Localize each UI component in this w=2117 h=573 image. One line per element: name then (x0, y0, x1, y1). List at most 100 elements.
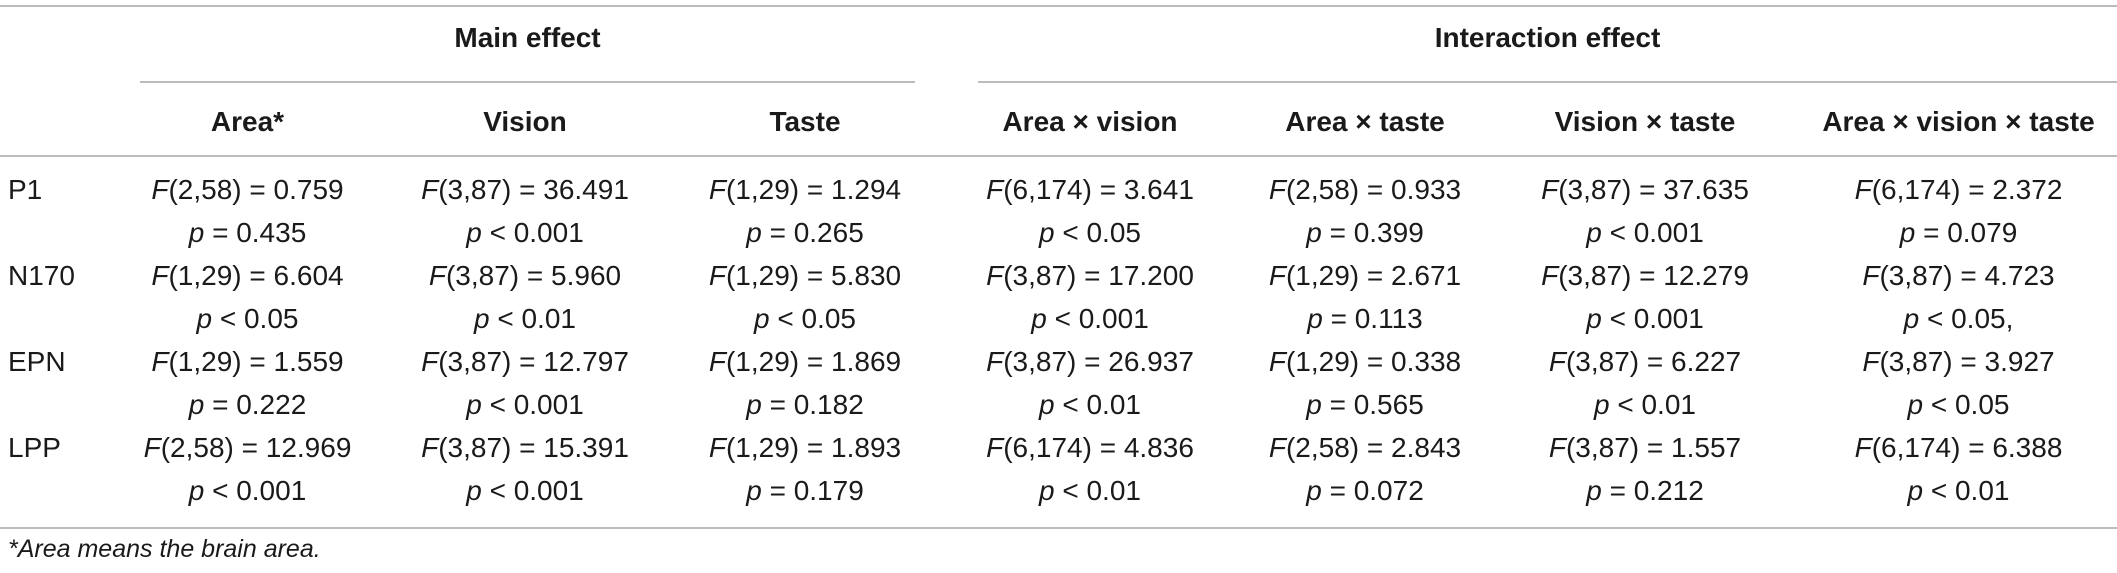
interaction-effect-underline (978, 81, 2117, 83)
p-value: p < 0.001 (405, 469, 645, 512)
table-cell: F(3,87) = 17.200 p < 0.001 (970, 254, 1210, 340)
p-value: p < 0.05, (1800, 297, 2117, 340)
p-symbol: p (1306, 217, 1322, 248)
p-value-text: = 0.265 (761, 217, 864, 248)
f-value: (1,29) = 6.604 (168, 260, 344, 291)
f-value: (6,174) = 3.641 (1003, 174, 1194, 205)
f-symbol: F (1854, 432, 1872, 463)
p-value: p = 0.435 (140, 211, 355, 254)
f-statistic: F(3,87) = 36.491 (405, 168, 645, 211)
p-symbol: p (1307, 303, 1323, 334)
row-label: N170 (8, 260, 75, 291)
f-symbol: F (1862, 346, 1880, 377)
f-statistic: F(1,29) = 5.830 (690, 254, 920, 297)
f-statistic: F(1,29) = 1.559 (140, 340, 355, 383)
f-symbol: F (421, 346, 439, 377)
p-symbol: p (466, 217, 482, 248)
f-symbol: F (1548, 346, 1566, 377)
f-symbol: F (1854, 174, 1872, 205)
f-symbol: F (143, 432, 161, 463)
p-value-text: = 0.435 (204, 217, 307, 248)
f-value: (1,29) = 1.559 (168, 346, 344, 377)
p-symbol: p (474, 303, 490, 334)
p-symbol: p (1306, 389, 1322, 420)
row-label: EPN (8, 346, 66, 377)
f-statistic: F(6,174) = 4.836 (970, 426, 1210, 469)
f-statistic: F(3,87) = 5.960 (405, 254, 645, 297)
p-symbol: p (1039, 217, 1055, 248)
p-value: p < 0.05 (970, 211, 1210, 254)
p-symbol: p (1306, 475, 1322, 506)
table-cell: F(3,87) = 26.937 p < 0.01 (970, 340, 1210, 426)
table-cell: F(3,87) = 4.723 p < 0.05, (1800, 254, 2117, 340)
p-value-text: = 0.399 (1321, 217, 1424, 248)
table-cell: F(3,87) = 12.797 p < 0.001 (405, 340, 645, 426)
f-symbol: F (421, 174, 439, 205)
p-value-text: = 0.072 (1321, 475, 1424, 506)
f-symbol: F (1268, 260, 1286, 291)
p-value-text: < 0.05, (1919, 303, 2014, 334)
table-bottom-rule (0, 527, 2117, 529)
p-symbol: p (1907, 389, 1924, 420)
table-cell: F(1,29) = 6.604 p < 0.05 (140, 254, 355, 340)
f-symbol: F (428, 260, 446, 291)
f-symbol: F (1268, 432, 1286, 463)
p-value: p < 0.001 (405, 211, 645, 254)
p-value: p < 0.05 (1800, 383, 2117, 426)
p-value: p = 0.565 (1250, 383, 1480, 426)
p-value-text: < 0.001 (481, 475, 584, 506)
column-header-vision-taste: Vision × taste (1554, 106, 1736, 137)
p-value: p = 0.179 (690, 469, 920, 512)
f-statistic: F(1,29) = 1.294 (690, 168, 920, 211)
p-value-text: < 0.01 (489, 303, 576, 334)
p-symbol: p (466, 389, 482, 420)
table-footnote: *Area means the brain area. (8, 535, 321, 563)
f-symbol: F (1548, 432, 1566, 463)
f-value: (6,174) = 4.836 (1003, 432, 1194, 463)
table-cell: F(1,29) = 0.338 p = 0.565 (1250, 340, 1480, 426)
p-value: p < 0.01 (970, 383, 1210, 426)
p-symbol: p (746, 475, 762, 506)
f-symbol: F (986, 174, 1004, 205)
table-cell: F(6,174) = 4.836 p < 0.01 (970, 426, 1210, 512)
table-cell: F(3,87) = 15.391 p < 0.001 (405, 426, 645, 512)
f-statistic: F(3,87) = 12.797 (405, 340, 645, 383)
p-value: p < 0.001 (1520, 211, 1770, 254)
p-value-text: < 0.05 (1923, 389, 2010, 420)
p-value: p < 0.01 (1800, 469, 2117, 512)
p-value: p = 0.212 (1520, 469, 1770, 512)
table-cell: F(3,87) = 3.927 p < 0.05 (1800, 340, 2117, 426)
f-statistic: F(1,29) = 1.893 (690, 426, 920, 469)
f-value: (3,87) = 12.279 (1558, 260, 1749, 291)
p-value-text: = 0.182 (761, 389, 864, 420)
p-symbol: p (466, 475, 482, 506)
f-value: (2,58) = 12.969 (160, 432, 352, 463)
f-value: (1,29) = 1.893 (725, 432, 902, 463)
table-cell: F(3,87) = 36.491 p < 0.001 (405, 168, 645, 254)
f-value: (2,58) = 0.759 (168, 174, 344, 205)
p-value-text: = 0.179 (761, 475, 864, 506)
f-symbol: F (151, 346, 169, 377)
column-header-area-taste: Area × taste (1285, 106, 1445, 137)
f-statistic: F(1,29) = 1.869 (690, 340, 920, 383)
p-value: p < 0.01 (1520, 383, 1770, 426)
p-value: p = 0.182 (690, 383, 920, 426)
p-value-text: < 0.01 (1054, 389, 1141, 420)
f-value: (1,29) = 1.294 (725, 174, 902, 205)
f-statistic: F(1,29) = 6.604 (140, 254, 355, 297)
f-statistic: F(6,174) = 6.388 (1800, 426, 2117, 469)
p-value: p < 0.001 (140, 469, 355, 512)
f-statistic: F(2,58) = 2.843 (1250, 426, 1480, 469)
p-symbol: p (1899, 217, 1916, 248)
p-value: p < 0.001 (405, 383, 645, 426)
f-statistic: F(3,87) = 37.635 (1520, 168, 1770, 211)
p-value: p < 0.05 (140, 297, 355, 340)
table-cell: F(2,58) = 0.933 p = 0.399 (1250, 168, 1480, 254)
p-value-text: < 0.001 (481, 389, 584, 420)
table-cell: F(2,58) = 12.969 p < 0.001 (140, 426, 355, 512)
p-symbol: p (1594, 389, 1610, 420)
p-value: p = 0.265 (690, 211, 920, 254)
f-statistic: F(3,87) = 17.200 (970, 254, 1210, 297)
f-symbol: F (151, 174, 169, 205)
f-value: (3,87) = 6.227 (1565, 346, 1742, 377)
